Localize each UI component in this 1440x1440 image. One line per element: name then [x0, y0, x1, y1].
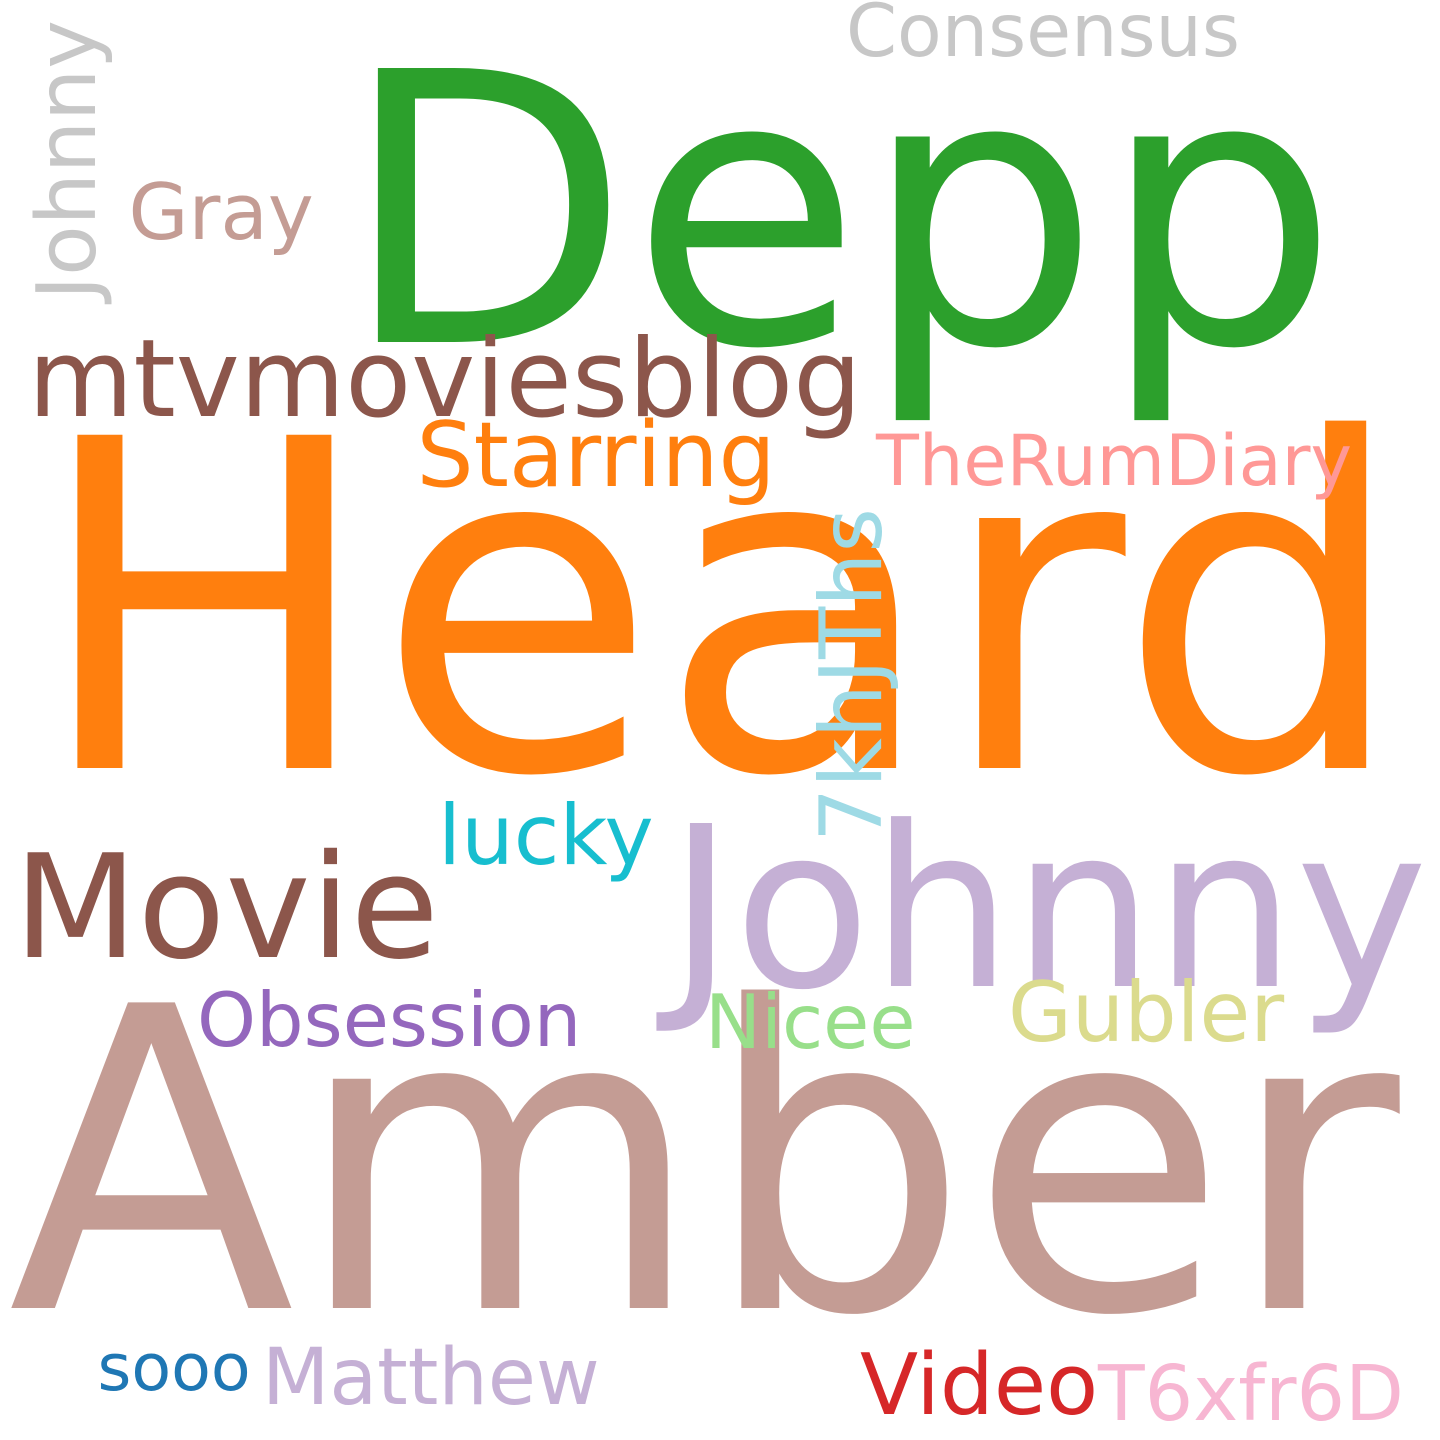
- word-starring: Starring: [416, 403, 776, 508]
- word-therumdiary: TheRumDiary: [876, 420, 1353, 502]
- word-obsession: Obsession: [197, 975, 582, 1064]
- word-matthew: Matthew: [262, 1333, 600, 1423]
- word-consensus: Consensus: [846, 0, 1240, 74]
- word-gubler: Gubler: [1008, 964, 1285, 1061]
- word-gray: Gray: [128, 168, 314, 258]
- word-t6xfr6d: T6xfr6D: [1098, 1349, 1404, 1438]
- word-nicee: Nicee: [705, 977, 916, 1066]
- word-johnny-vertical: Johnny: [20, 20, 115, 300]
- word-video: Video: [860, 1335, 1099, 1435]
- word-lucky: lucky: [438, 786, 654, 884]
- word-heard: Heard: [32, 343, 1408, 876]
- word-mtvmoviesblog: mtvmoviesblog: [28, 316, 862, 442]
- word-movie: Movie: [13, 823, 439, 991]
- word-amber: Amber: [8, 918, 1400, 1407]
- word-7khjths: 7khJThs: [802, 508, 902, 842]
- word-depp: Depp: [341, 0, 1339, 431]
- word-sooo: sooo: [97, 1330, 251, 1406]
- word-johnny-large: Johnny: [668, 779, 1428, 1039]
